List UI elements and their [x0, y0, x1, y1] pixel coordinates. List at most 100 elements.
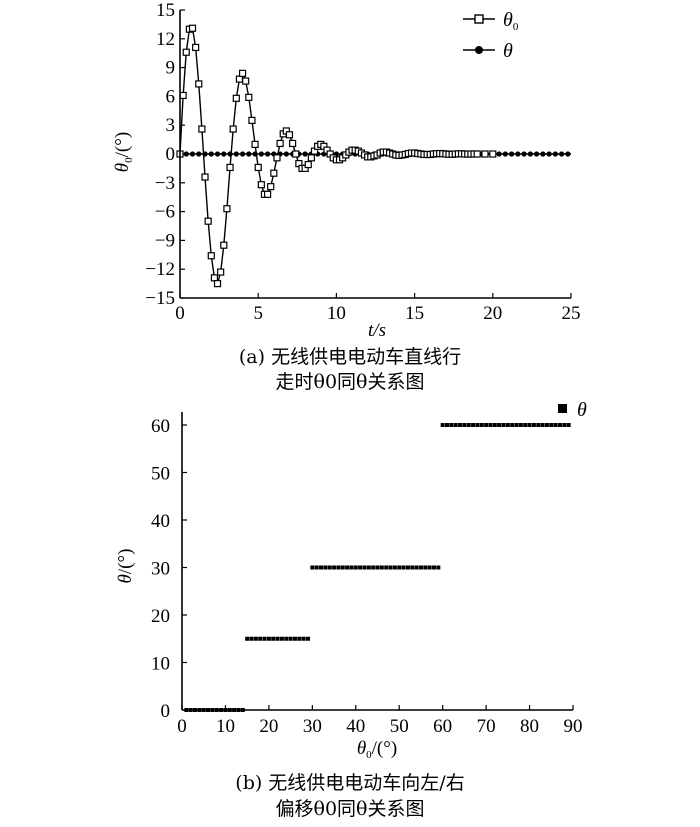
chart-b-point: [518, 423, 523, 427]
chart-b-point: [336, 565, 341, 570]
chart-b-point: [358, 565, 363, 570]
series-theta-point: [221, 151, 227, 157]
chart-b-legend: θ: [558, 399, 587, 421]
chart-b-point: [266, 636, 271, 641]
series-theta0-point: [223, 205, 231, 213]
chart-b-point: [262, 636, 267, 641]
series-theta0-point: [292, 150, 300, 158]
chart-b-point: [405, 565, 410, 570]
chart-a-y-tick-label: 0: [166, 144, 176, 165]
chart-b-point: [440, 423, 445, 427]
chart-a-x-tick-label: 15: [405, 303, 424, 324]
series-theta0-point: [285, 131, 294, 139]
chart-a-legend: θ0 θ: [463, 9, 519, 62]
series-theta0-point: [201, 173, 209, 181]
chart-a-y-tick-label: −9: [155, 230, 175, 251]
series-theta0-point: [232, 94, 240, 102]
chart-b-point: [475, 423, 480, 427]
chart-b-point: [292, 636, 297, 641]
legend-theta-b-label: θ: [577, 399, 587, 421]
legend-theta0-marker: [474, 14, 484, 24]
chart-b-x-tick-label: 60: [433, 716, 452, 737]
series-theta0-point: [273, 154, 281, 162]
chart-b-point: [388, 565, 393, 570]
chart-b-point: [527, 423, 532, 427]
chart-b-x-tick-label: 90: [564, 716, 583, 737]
series-theta-point: [208, 151, 214, 157]
chart-b-point: [505, 423, 510, 427]
chart-b-point: [427, 565, 432, 570]
chart-a-y-tick-label: −12: [145, 259, 175, 280]
chart-b-point: [510, 423, 515, 427]
series-theta-point: [246, 151, 252, 157]
chart-b-x-tick-label: 0: [177, 716, 187, 737]
chart-a-y-tick-label: 3: [166, 115, 176, 136]
chart-b-y-tick-label: 0: [161, 701, 171, 722]
chart-b-point: [531, 423, 536, 427]
series-theta0-point: [195, 80, 203, 88]
chart-b-x-tick-label: 20: [259, 716, 278, 737]
chart-b-x-tick-label: 50: [390, 716, 409, 737]
legend-theta-square: [558, 404, 567, 413]
chart-b-point: [549, 423, 554, 427]
series-theta0-point: [238, 69, 247, 77]
series-theta-point: [502, 151, 508, 157]
chart-b-point: [536, 423, 541, 427]
chart-b-point: [375, 565, 380, 570]
chart-b-point: [431, 565, 436, 570]
series-theta-point: [527, 151, 533, 157]
series-theta0-point: [254, 163, 262, 172]
chart-b-point: [471, 423, 476, 427]
series-theta0-point: [204, 217, 212, 225]
chart-b-point: [384, 565, 389, 570]
chart-b-point: [514, 423, 519, 427]
chart-b-point: [436, 565, 441, 570]
chart-a-x-tick-label: 25: [562, 303, 581, 324]
series-theta0-point: [182, 48, 190, 56]
chart-b-point: [366, 565, 371, 570]
series-theta0-point: [263, 190, 272, 198]
series-theta-point: [239, 151, 246, 157]
chart-b-point: [275, 636, 280, 641]
chart-b-point: [401, 565, 406, 570]
chart-b-point: [279, 636, 284, 641]
chart-b-point: [297, 636, 302, 641]
chart-b-point: [492, 423, 497, 427]
series-theta0-point: [235, 75, 244, 83]
chart-b-point: [557, 423, 562, 427]
chart-a-caption-line1: (a) 无线供电电动车直线行: [238, 346, 462, 368]
series-theta0-point: [489, 150, 497, 158]
chart-b-point: [319, 565, 324, 570]
chart-b-x-axis-title: θ0/(°): [357, 738, 397, 761]
legend-theta-label: θ: [503, 40, 513, 62]
series-theta-point: [264, 151, 271, 157]
chart-b-point: [397, 565, 402, 570]
series-theta-point: [183, 151, 189, 157]
chart-a-y-tick-label: 15: [156, 0, 175, 21]
chart-a-x-tick-label: 5: [253, 303, 263, 324]
chart-b-point: [392, 565, 397, 570]
chart-b-point: [488, 423, 493, 427]
series-theta-point: [196, 151, 202, 157]
series-theta0-point: [473, 150, 481, 158]
chart-b-point: [479, 423, 484, 427]
chart-b-y-axis-title: θ/(°): [115, 549, 136, 584]
chart-b-y-tick-label: 10: [151, 654, 170, 675]
series-theta-point: [515, 151, 521, 157]
chart-a-x-axis-title: t/s: [368, 320, 386, 341]
series-theta0-point: [213, 280, 222, 288]
series-theta-point: [189, 151, 196, 157]
series-theta-point: [283, 151, 289, 157]
chart-a-x-tick-label: 10: [327, 303, 346, 324]
series-theta-point: [533, 151, 540, 157]
chart-b-point: [497, 423, 502, 427]
chart-a-x-tick-label: 0: [175, 303, 185, 324]
chart-b-point: [353, 565, 358, 570]
chart-b-point: [310, 565, 315, 570]
chart-b-point: [371, 565, 376, 570]
series-theta-point: [302, 151, 308, 157]
legend-theta0-label: θ0: [503, 9, 519, 33]
chart-b-x-tick-label: 80: [520, 716, 539, 737]
series-theta0-point: [220, 241, 228, 249]
